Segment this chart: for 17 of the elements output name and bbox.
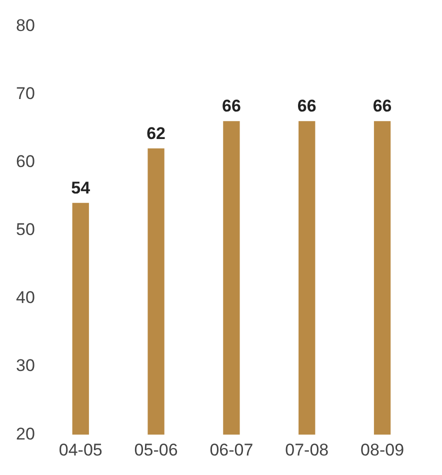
y-tick-label: 30 xyxy=(16,356,35,376)
data-label: 66 xyxy=(297,96,316,116)
x-tick-label: 08-09 xyxy=(360,440,404,460)
y-tick-label: 40 xyxy=(16,288,35,308)
y-tick-label: 20 xyxy=(16,424,35,444)
x-tick-label: 07-08 xyxy=(285,440,329,460)
y-tick-label: 50 xyxy=(16,220,35,240)
data-label: 54 xyxy=(71,178,91,198)
data-label: 66 xyxy=(372,96,392,116)
x-tick-label: 06-07 xyxy=(210,440,254,460)
data-label: 62 xyxy=(146,124,166,143)
y-tick-label: 80 xyxy=(16,16,35,35)
x-tick-label: 04-05 xyxy=(58,440,102,460)
y-tick-label: 70 xyxy=(16,84,35,103)
y-tick-label: 60 xyxy=(16,152,35,172)
x-tick-label: 05-06 xyxy=(134,440,178,460)
data-label: 66 xyxy=(222,96,241,116)
